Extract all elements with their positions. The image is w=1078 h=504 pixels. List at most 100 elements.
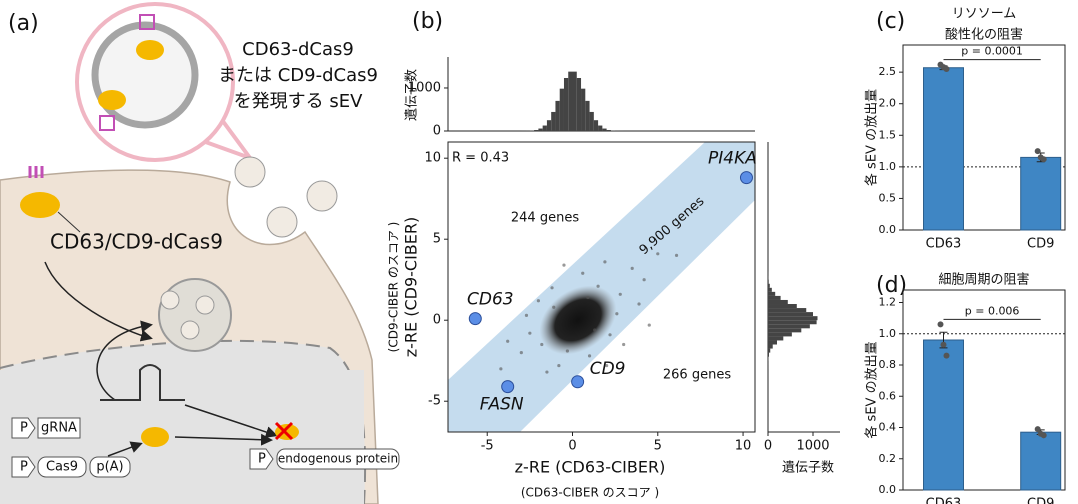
gene-label: FASN [480, 395, 524, 415]
dcas9 [20, 192, 60, 218]
hist-bar [768, 279, 769, 284]
hist-bar [538, 128, 543, 131]
hist-bar [576, 77, 582, 131]
bubble-text: を発現する sEV [234, 91, 363, 112]
hist-bar [563, 77, 569, 131]
y-tick-label: 0.4 [879, 421, 897, 434]
gene-point [565, 349, 569, 353]
bar [1020, 431, 1062, 491]
gene-point [540, 342, 544, 347]
hist-bar [768, 291, 776, 296]
endosome [158, 278, 232, 352]
y-tick-label: 0 [433, 124, 441, 139]
dcas9 [98, 90, 126, 110]
y-tick-label: 2.5 [879, 65, 897, 78]
hist-bar [768, 328, 802, 333]
plot-frame [447, 141, 756, 433]
hist-bar [768, 312, 813, 317]
construct-box [37, 456, 87, 478]
gene-point [552, 305, 556, 309]
gene-point [608, 333, 612, 337]
arrow [44, 261, 153, 342]
chart-title: リソソーム [952, 7, 1017, 22]
gene-point [637, 302, 641, 306]
panel-label: (b) [412, 9, 443, 34]
gene-point [674, 253, 679, 258]
gene-point [647, 323, 651, 327]
hist-bar [768, 295, 781, 300]
gene-point [656, 252, 660, 256]
grna [100, 364, 185, 401]
x-tick-label: CD63 [926, 237, 962, 252]
hist-bar [568, 71, 573, 131]
y-tick-label: 2.0 [879, 97, 897, 110]
hist-bar [546, 120, 552, 131]
vesicle [160, 290, 180, 310]
hist-bar [589, 111, 594, 131]
gene-point [615, 312, 619, 316]
y-tick-label: 5 [433, 232, 441, 247]
x-axis-note: (CD63-CIBER のスコア ) [521, 486, 659, 500]
plot-frame [902, 44, 1066, 231]
promoter-label: P [20, 460, 28, 475]
gene-point [519, 351, 523, 355]
y-tick-label: 1000 [408, 80, 441, 95]
construct-label: endogenous protein [278, 452, 398, 466]
hist-bar [534, 130, 539, 131]
x-tick-label: CD9 [1027, 497, 1054, 504]
y-tick-label: -5 [428, 394, 441, 409]
gene-point [618, 292, 622, 296]
hist-bar [768, 316, 818, 321]
x-tick-label: 1000 [796, 439, 829, 454]
hist-axes [447, 57, 755, 132]
gene-point [581, 271, 585, 275]
p-value: p = 0.0001 [961, 45, 1023, 58]
y-tick-label: 0.8 [879, 358, 897, 371]
y-axis-label: 各 sEV の放出量 [864, 89, 880, 186]
replicate-point [937, 321, 944, 328]
y-tick-label: 1.0 [879, 327, 897, 340]
hist-bar [602, 128, 607, 131]
gene-point [545, 370, 549, 374]
chart-title: 酸性化の阻害 [945, 27, 1023, 43]
construct-box [276, 448, 400, 470]
promoter [11, 456, 36, 478]
bubble-text: または CD9-dCas9 [218, 65, 378, 86]
x-tick-label: 10 [735, 439, 752, 454]
arrow [174, 433, 273, 446]
x-tick-label: CD9 [1027, 237, 1054, 252]
vesicle [306, 180, 338, 212]
gene-point [536, 299, 540, 303]
hist-bar [768, 308, 807, 313]
construct-label: Cas9 [46, 460, 78, 475]
promoter [249, 448, 274, 470]
x-tick-label: 0 [764, 439, 772, 454]
vesicle [234, 156, 266, 188]
arrow [107, 441, 143, 457]
bubble-text: CD63-dCas9 [242, 39, 354, 60]
highlight-point [739, 171, 753, 185]
promoter [11, 417, 36, 439]
hist-bar [606, 130, 611, 131]
hist-bar [768, 324, 810, 329]
gene-point [557, 363, 561, 368]
x-tick-label: -5 [481, 439, 494, 454]
bar [923, 339, 964, 491]
hist-bar [542, 125, 547, 131]
panel-label: (c) [876, 9, 905, 34]
replicate-point [940, 341, 947, 348]
construct-label: p(A) [96, 460, 123, 475]
replicate-point [943, 352, 950, 359]
x-tick-label: CD63 [926, 497, 962, 504]
gene-point [630, 266, 634, 270]
gene-point [622, 342, 626, 347]
y-tick-label: 0.0 [879, 223, 897, 236]
sev [91, 21, 199, 129]
annotation: 266 genes [663, 368, 731, 383]
y-tick-label: 1.0 [879, 160, 897, 173]
y-tick-label: 1.2 [879, 296, 897, 309]
gene-point [550, 286, 554, 290]
hist-axes [767, 142, 840, 433]
arrow [96, 320, 153, 401]
y-tick-label: 0.5 [879, 191, 897, 204]
